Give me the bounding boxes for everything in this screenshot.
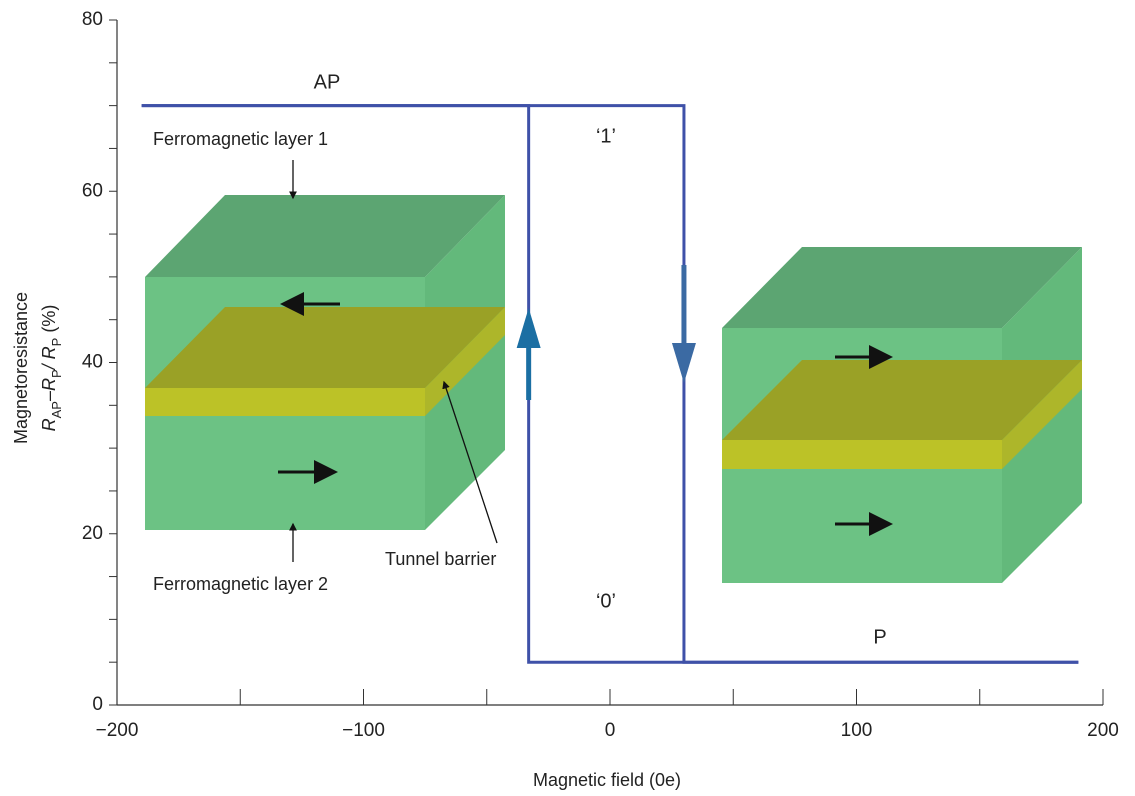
annotation: ‘1’ (596, 125, 616, 147)
x-tick-label: −100 (342, 720, 385, 741)
y-axis-label: Magnetoresistance (11, 292, 31, 444)
y-axis-formula-part: R (39, 418, 59, 431)
y-tick-label: 80 (82, 9, 103, 30)
y-axis-formula-part: –R (39, 378, 59, 402)
x-tick-label: 100 (841, 720, 873, 741)
annotation: Ferromagnetic layer 2 (153, 574, 328, 594)
sweep-arrow-head (672, 343, 696, 383)
chart: Magnetic field (0e) Magnetoresistance RA… (0, 0, 1135, 796)
y-axis-formula: RAP–RP/ RP (%) (39, 305, 64, 432)
x-axis-label: Magnetic field (0e) (533, 770, 681, 790)
annotation: ‘0’ (596, 590, 616, 612)
sweep-arrow-head (517, 308, 541, 348)
x-tick-label: −200 (96, 720, 139, 741)
y-axis-formula-part: AP (49, 401, 64, 418)
y-tick-label: 20 (82, 523, 103, 544)
y-axis-formula-part: / R (39, 346, 59, 371)
annotation: Tunnel barrier (385, 549, 496, 569)
y-axis-formula-part: P (49, 338, 64, 347)
x-tick-label: 200 (1087, 720, 1119, 741)
y-axis-formula-part: (%) (39, 305, 59, 338)
y-tick-label: 60 (82, 180, 103, 201)
x-tick-label: 0 (605, 720, 616, 741)
annotation: AP (314, 71, 341, 93)
mtj-diagram-right (722, 247, 1082, 583)
y-tick-label: 0 (92, 694, 103, 715)
annotation: Ferromagnetic layer 1 (153, 129, 328, 149)
y-axis-formula-part: P (49, 369, 64, 378)
y-tick-label: 40 (82, 352, 103, 373)
mtj-diagram-left (145, 160, 505, 562)
annotation: P (873, 626, 886, 648)
